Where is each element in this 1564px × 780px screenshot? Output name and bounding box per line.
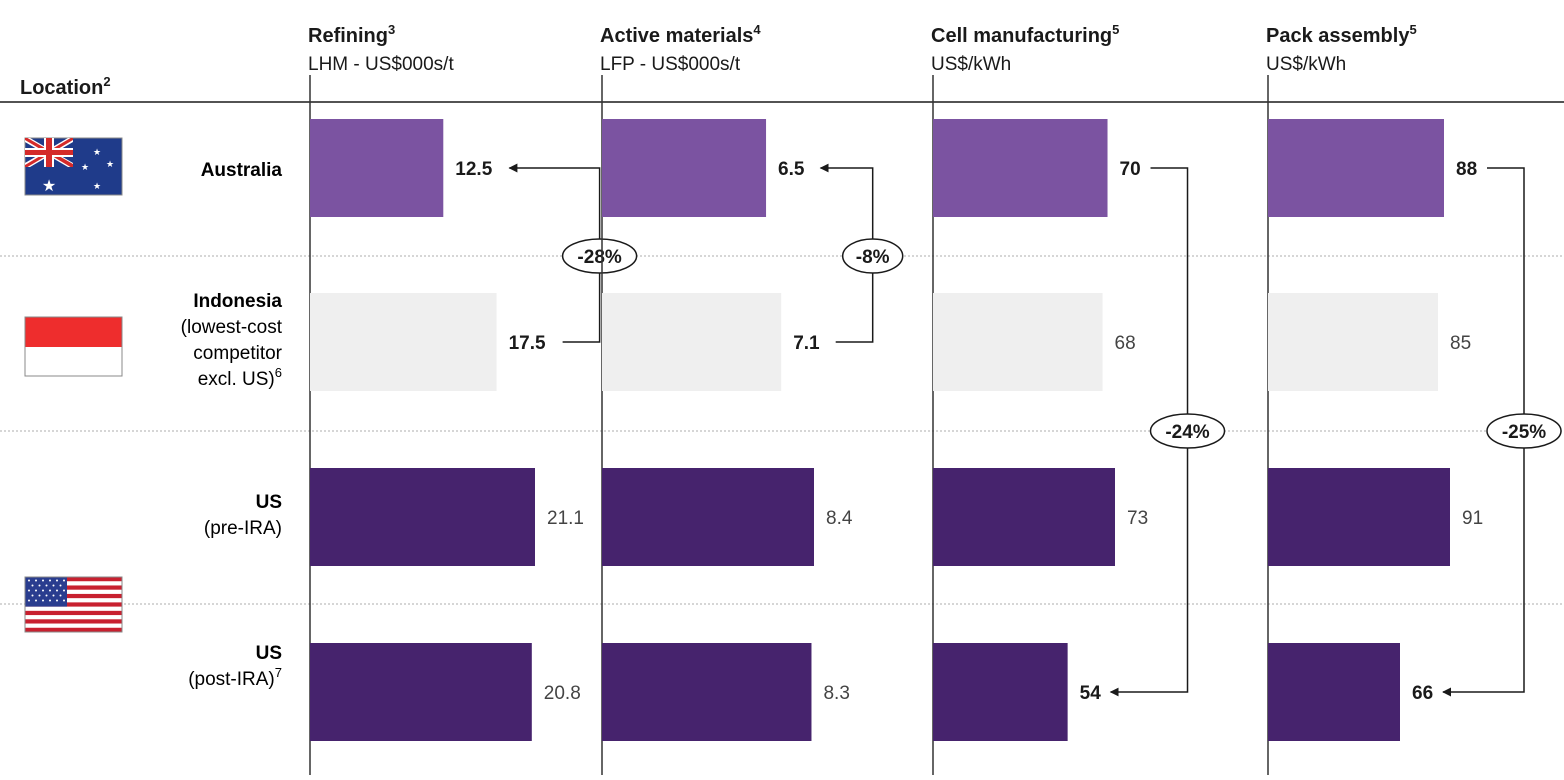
- location-label-us-pre: US: [256, 492, 282, 513]
- change-annotation: -25%: [1442, 167, 1562, 697]
- bar-us-pre-ira: [933, 468, 1115, 566]
- location-label-australia: Australia: [201, 160, 283, 181]
- data-label: 91: [1462, 508, 1483, 529]
- data-label: 12.5: [455, 159, 492, 180]
- bar-australia: [602, 119, 767, 217]
- bar-indonesia: [1268, 293, 1438, 391]
- bar-us-post-ira: [933, 643, 1068, 741]
- location-label-indonesia: Indonesia: [193, 291, 282, 312]
- svg-text:★: ★: [93, 147, 101, 157]
- bar-us-post-ira: [1268, 643, 1400, 741]
- change-badge: [841, 238, 904, 274]
- bar-us-post-ira: [602, 643, 812, 741]
- bar-us-pre-ira: [602, 468, 814, 566]
- change-label: -25%: [1502, 422, 1546, 443]
- bar-us-pre-ira: [1268, 468, 1450, 566]
- panel-subtitle: LFP - US$000s/t: [600, 54, 741, 75]
- change-badge: [1486, 413, 1562, 449]
- svg-text:★: ★: [81, 162, 89, 172]
- bar-australia: [933, 119, 1108, 217]
- data-label: 85: [1450, 333, 1471, 354]
- row-separators: [0, 255, 1564, 605]
- change-annotation: -24%: [1109, 167, 1226, 697]
- panel-subtitle: LHM - US$000s/t: [308, 54, 454, 75]
- location-label-us-post: US: [256, 643, 282, 664]
- panel-title: Pack assembly5: [1266, 22, 1417, 47]
- bar-indonesia: [602, 293, 782, 391]
- data-label: 21.1: [547, 508, 584, 529]
- data-label: 17.5: [509, 333, 546, 354]
- data-label: 70: [1120, 159, 1141, 180]
- change-annotation: -8%: [819, 163, 904, 343]
- us-flag-icon: [24, 576, 123, 633]
- data-label: 20.8: [544, 683, 581, 704]
- change-label: -8%: [856, 247, 890, 268]
- change-label: -28%: [577, 247, 621, 268]
- panel-title: Cell manufacturing5: [931, 22, 1119, 47]
- bar-australia: [1268, 119, 1444, 217]
- location-sub-us-pre: (pre-IRA): [204, 518, 282, 539]
- data-label: 73: [1127, 508, 1148, 529]
- bar-indonesia: [933, 293, 1103, 391]
- change-badge: [561, 238, 638, 274]
- change-annotation: -28%: [508, 163, 638, 343]
- location-sub-indonesia-3: excl. US)6: [198, 365, 282, 390]
- panel-subtitle: US$/kWh: [931, 54, 1011, 75]
- location-header: Location2: [20, 74, 111, 99]
- panel-title: Active materials4: [600, 22, 761, 47]
- panel-active-materials: Active materials4 LFP - US$000s/t 6.5 7.1 8.…: [600, 22, 904, 775]
- indonesia-flag-icon: [24, 316, 123, 377]
- location-sub-indonesia-2: competitor: [193, 343, 282, 364]
- australia-flag-icon: ★ ★ ★ ★ ★: [24, 137, 123, 196]
- change-badge: [1149, 413, 1226, 449]
- panel-pack-assembly: Pack assembly5 US$/kWh 88 85 91 66 -25%: [1266, 22, 1562, 775]
- data-label: 66: [1412, 683, 1433, 704]
- svg-text:★: ★: [93, 181, 101, 191]
- bar-australia: [310, 119, 444, 217]
- svg-text:★: ★: [42, 178, 56, 195]
- data-label: 8.4: [826, 508, 853, 529]
- data-label: 88: [1456, 159, 1477, 180]
- data-label: 8.3: [823, 683, 849, 704]
- panel-cell-manufacturing: Cell manufacturing5 US$/kWh 70 68 73 54 -24%: [931, 22, 1226, 775]
- data-label: 7.1: [793, 333, 820, 354]
- bar-indonesia: [310, 293, 497, 391]
- location-sub-indonesia-1: (lowest-cost: [181, 317, 283, 338]
- bar-us-post-ira: [310, 643, 532, 741]
- panel-refining: Refining3 LHM - US$000s/t 12.5 17.5 21.1 20.8…: [308, 22, 638, 775]
- change-label: -24%: [1165, 422, 1209, 443]
- panel-subtitle: US$/kWh: [1266, 54, 1346, 75]
- panel-title: Refining3: [308, 22, 395, 47]
- data-label: 54: [1080, 683, 1102, 704]
- location-sub-us-post: (post-IRA)7: [188, 665, 282, 690]
- data-label: 6.5: [778, 159, 805, 180]
- bar-us-pre-ira: [310, 468, 535, 566]
- data-label: 68: [1115, 333, 1136, 354]
- svg-text:★: ★: [106, 159, 114, 169]
- location-labels: Australia Indonesia (lowest-cost competi…: [181, 160, 283, 690]
- chart-panels: Refining3 LHM - US$000s/t 12.5 17.5 21.1 20.8…: [308, 22, 1562, 775]
